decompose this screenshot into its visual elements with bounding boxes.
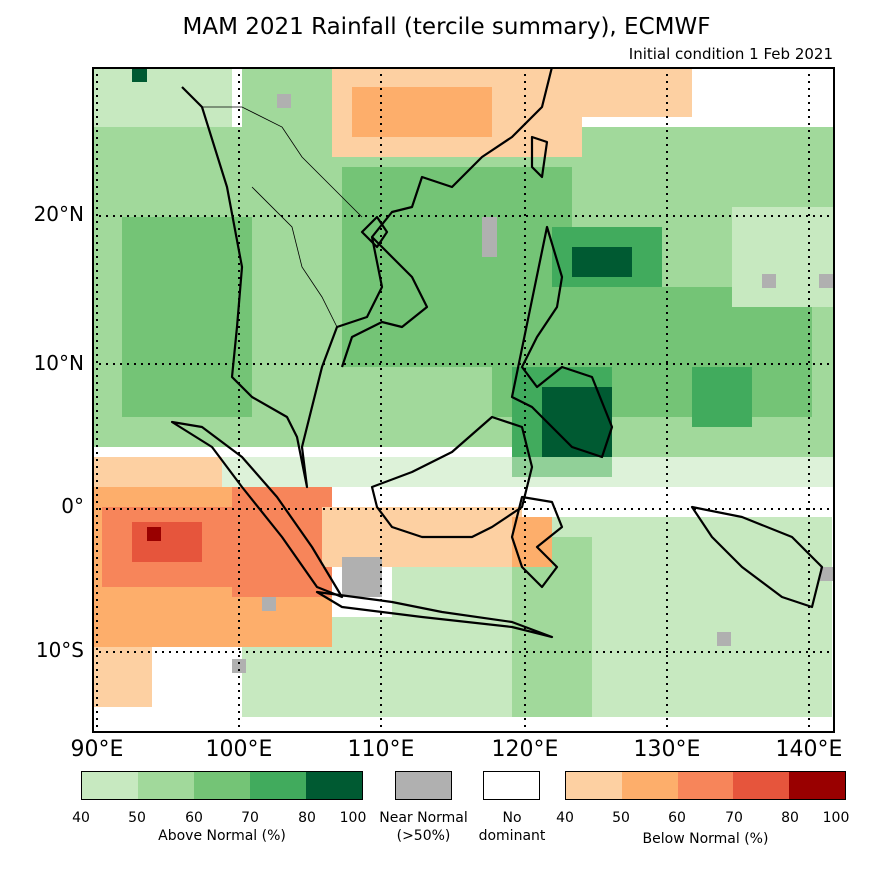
above-normal-colorbar xyxy=(81,771,363,800)
mainland-coast xyxy=(181,67,554,489)
new-guinea-island xyxy=(690,505,824,609)
below-normal-regions xyxy=(92,67,692,707)
map-frame xyxy=(92,67,835,733)
java-island xyxy=(315,590,554,639)
above-swatch-60-70 xyxy=(194,772,250,799)
above-tick: 60 xyxy=(185,810,203,826)
gridlines xyxy=(92,67,835,733)
lat-label-10n: 10°N xyxy=(33,351,84,375)
below-normal-label: Below Normal (%) xyxy=(642,831,769,847)
rainfall-map xyxy=(92,67,835,733)
below-swatch-70-80 xyxy=(733,772,790,799)
lat-label-0: 0° xyxy=(61,494,84,518)
border-line xyxy=(202,106,363,218)
below-swatch-40-50 xyxy=(566,772,622,799)
below-tick: 70 xyxy=(725,810,743,826)
lon-label-90e: 90°E xyxy=(70,737,124,762)
map-title: MAM 2021 Rainfall (tercile summary), ECM… xyxy=(182,14,711,40)
below-tick: 80 xyxy=(781,810,799,826)
below-swatch-50-60 xyxy=(621,772,678,799)
sulawesi-island xyxy=(510,495,564,589)
hainan-island xyxy=(360,215,389,249)
below-tick: 50 xyxy=(612,810,630,826)
taiwan-island xyxy=(530,135,549,179)
above-normal-label: Above Normal (%) xyxy=(158,828,286,844)
no-dominant-swatch xyxy=(483,771,540,800)
above-tick: 40 xyxy=(72,810,90,826)
below-swatch-80-100 xyxy=(789,772,845,799)
near-normal-sublabel: (>50%) xyxy=(396,828,451,844)
above-tick: 70 xyxy=(241,810,259,826)
near-normal-label: Near Normal xyxy=(379,810,468,826)
below-swatch-60-70 xyxy=(677,772,734,799)
border-line xyxy=(251,186,338,328)
lon-label-130e: 130°E xyxy=(633,737,701,762)
below-tick: 60 xyxy=(668,810,686,826)
lon-label-110e: 110°E xyxy=(347,737,415,762)
lon-label-100e: 100°E xyxy=(205,737,273,762)
above-swatch-50-60 xyxy=(138,772,194,799)
sumatra-island xyxy=(170,420,344,599)
below-tick: 100 xyxy=(822,810,850,826)
map-subtitle: Initial condition 1 Feb 2021 xyxy=(628,45,833,63)
near-normal-swatch xyxy=(395,771,452,800)
philippines-islands xyxy=(510,225,614,459)
no-dominant-label: No xyxy=(502,810,522,826)
lon-label-120e: 120°E xyxy=(491,737,559,762)
no-dominant-sublabel: dominant xyxy=(478,828,546,844)
above-tick: 100 xyxy=(339,810,367,826)
lat-label-10s: 10°S xyxy=(35,638,84,662)
borneo-island xyxy=(370,415,534,539)
above-swatch-40-50 xyxy=(82,772,138,799)
above-tick: 50 xyxy=(128,810,146,826)
borders xyxy=(202,106,363,328)
below-tick: 40 xyxy=(556,810,574,826)
vietnam-coast xyxy=(340,236,429,368)
above-tick: 80 xyxy=(298,810,316,826)
above-swatch-80-100 xyxy=(306,772,362,799)
below-normal-colorbar xyxy=(565,771,846,800)
near-normal-cells xyxy=(232,94,834,673)
lon-label-140e: 140°E xyxy=(775,737,843,762)
lat-label-20n: 20°N xyxy=(33,202,84,226)
coastlines xyxy=(170,67,824,639)
above-swatch-70-80 xyxy=(250,772,306,799)
